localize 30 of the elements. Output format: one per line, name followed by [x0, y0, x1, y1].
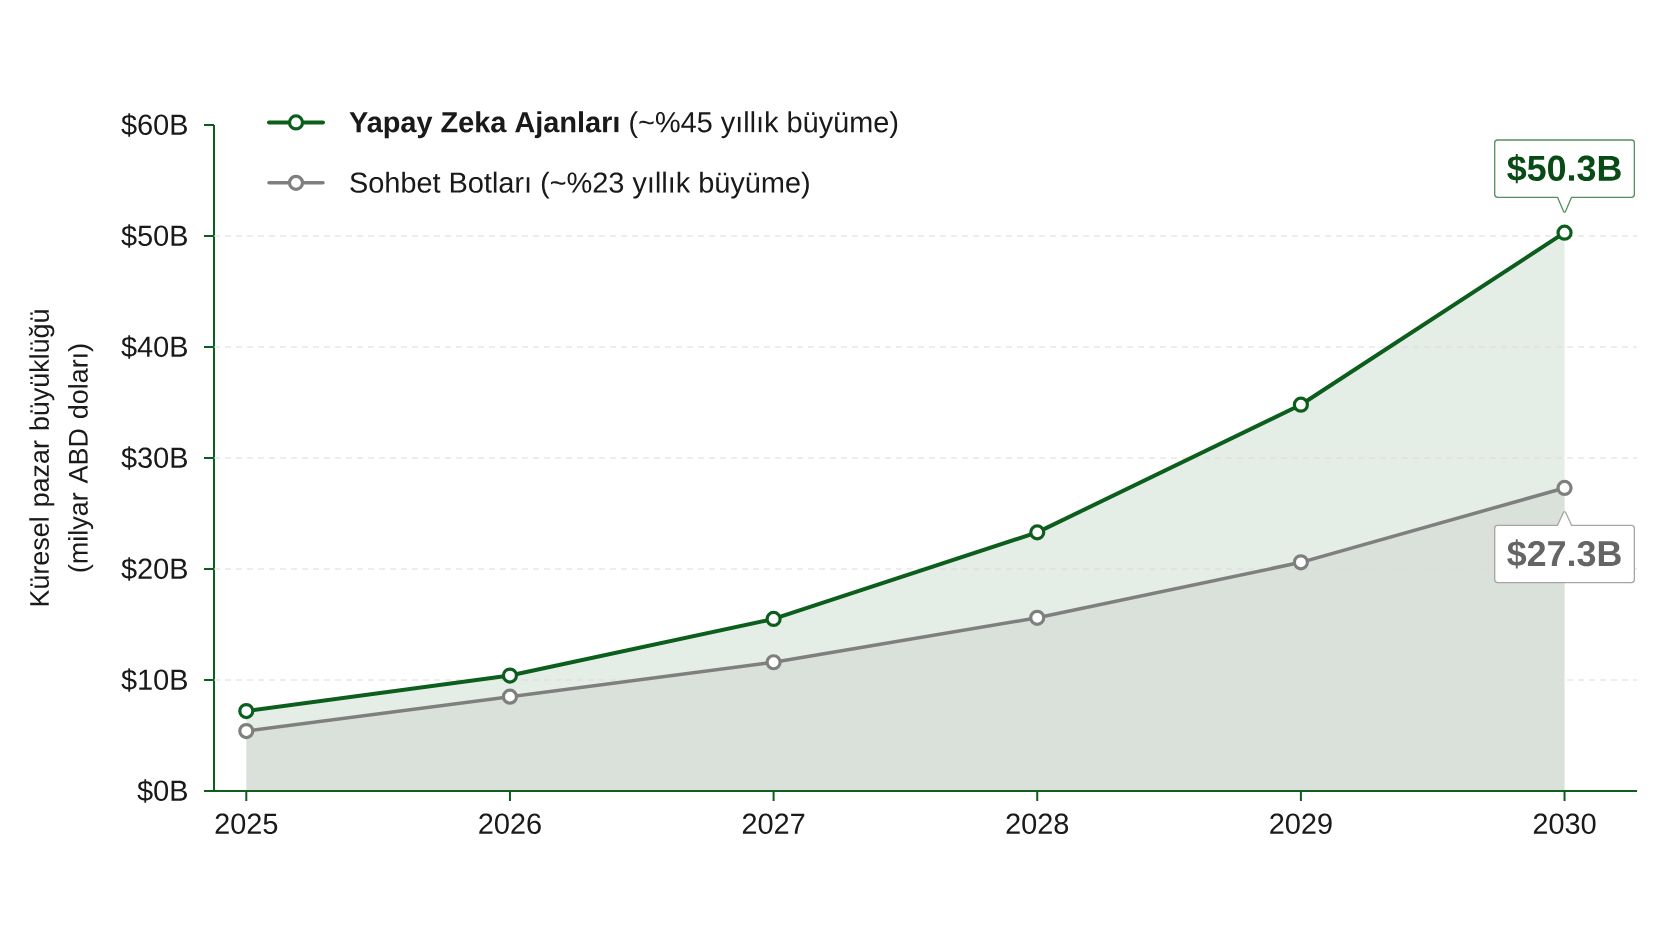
point	[238, 702, 255, 720]
point	[501, 688, 519, 705]
point	[1556, 224, 1573, 241]
point	[1556, 479, 1573, 497]
y-tick-label: $10B	[121, 668, 187, 692]
point	[1029, 524, 1046, 541]
point	[1029, 609, 1046, 626]
y-tick-label: $60B	[121, 113, 187, 137]
y-tick-label: $20B	[121, 557, 187, 581]
point	[238, 722, 255, 740]
y-tick-label: $30B	[121, 446, 187, 470]
point	[765, 654, 782, 671]
x-tick-label: 2030	[1533, 813, 1596, 834]
point	[501, 667, 519, 684]
x-tick-label: 2027	[742, 813, 805, 834]
legend-label: Yapay Zeka Ajanları (~%45 yıllık büyüme)	[349, 111, 898, 139]
data-label: $27.3B	[1507, 539, 1621, 569]
point	[1292, 396, 1309, 413]
y-tick-label: $0B	[137, 779, 187, 803]
point	[1292, 554, 1309, 571]
y-axis-title: Küresel pazar büyüklüğü (milyar ABD doları)	[28, 310, 94, 606]
x-tick-label: 2028	[1006, 813, 1069, 834]
x-tick-label: 2029	[1270, 813, 1332, 834]
point	[765, 610, 782, 628]
legend-label: Sohbet Botları (~%23 yıllık büyüme)	[350, 171, 809, 199]
y-tick-label: $50B	[121, 224, 187, 248]
data-label: $50.3B	[1507, 154, 1621, 184]
y-tick-label: $40B	[121, 335, 187, 359]
x-tick-label: 2025	[215, 813, 278, 834]
x-tick-label: 2026	[479, 813, 541, 834]
